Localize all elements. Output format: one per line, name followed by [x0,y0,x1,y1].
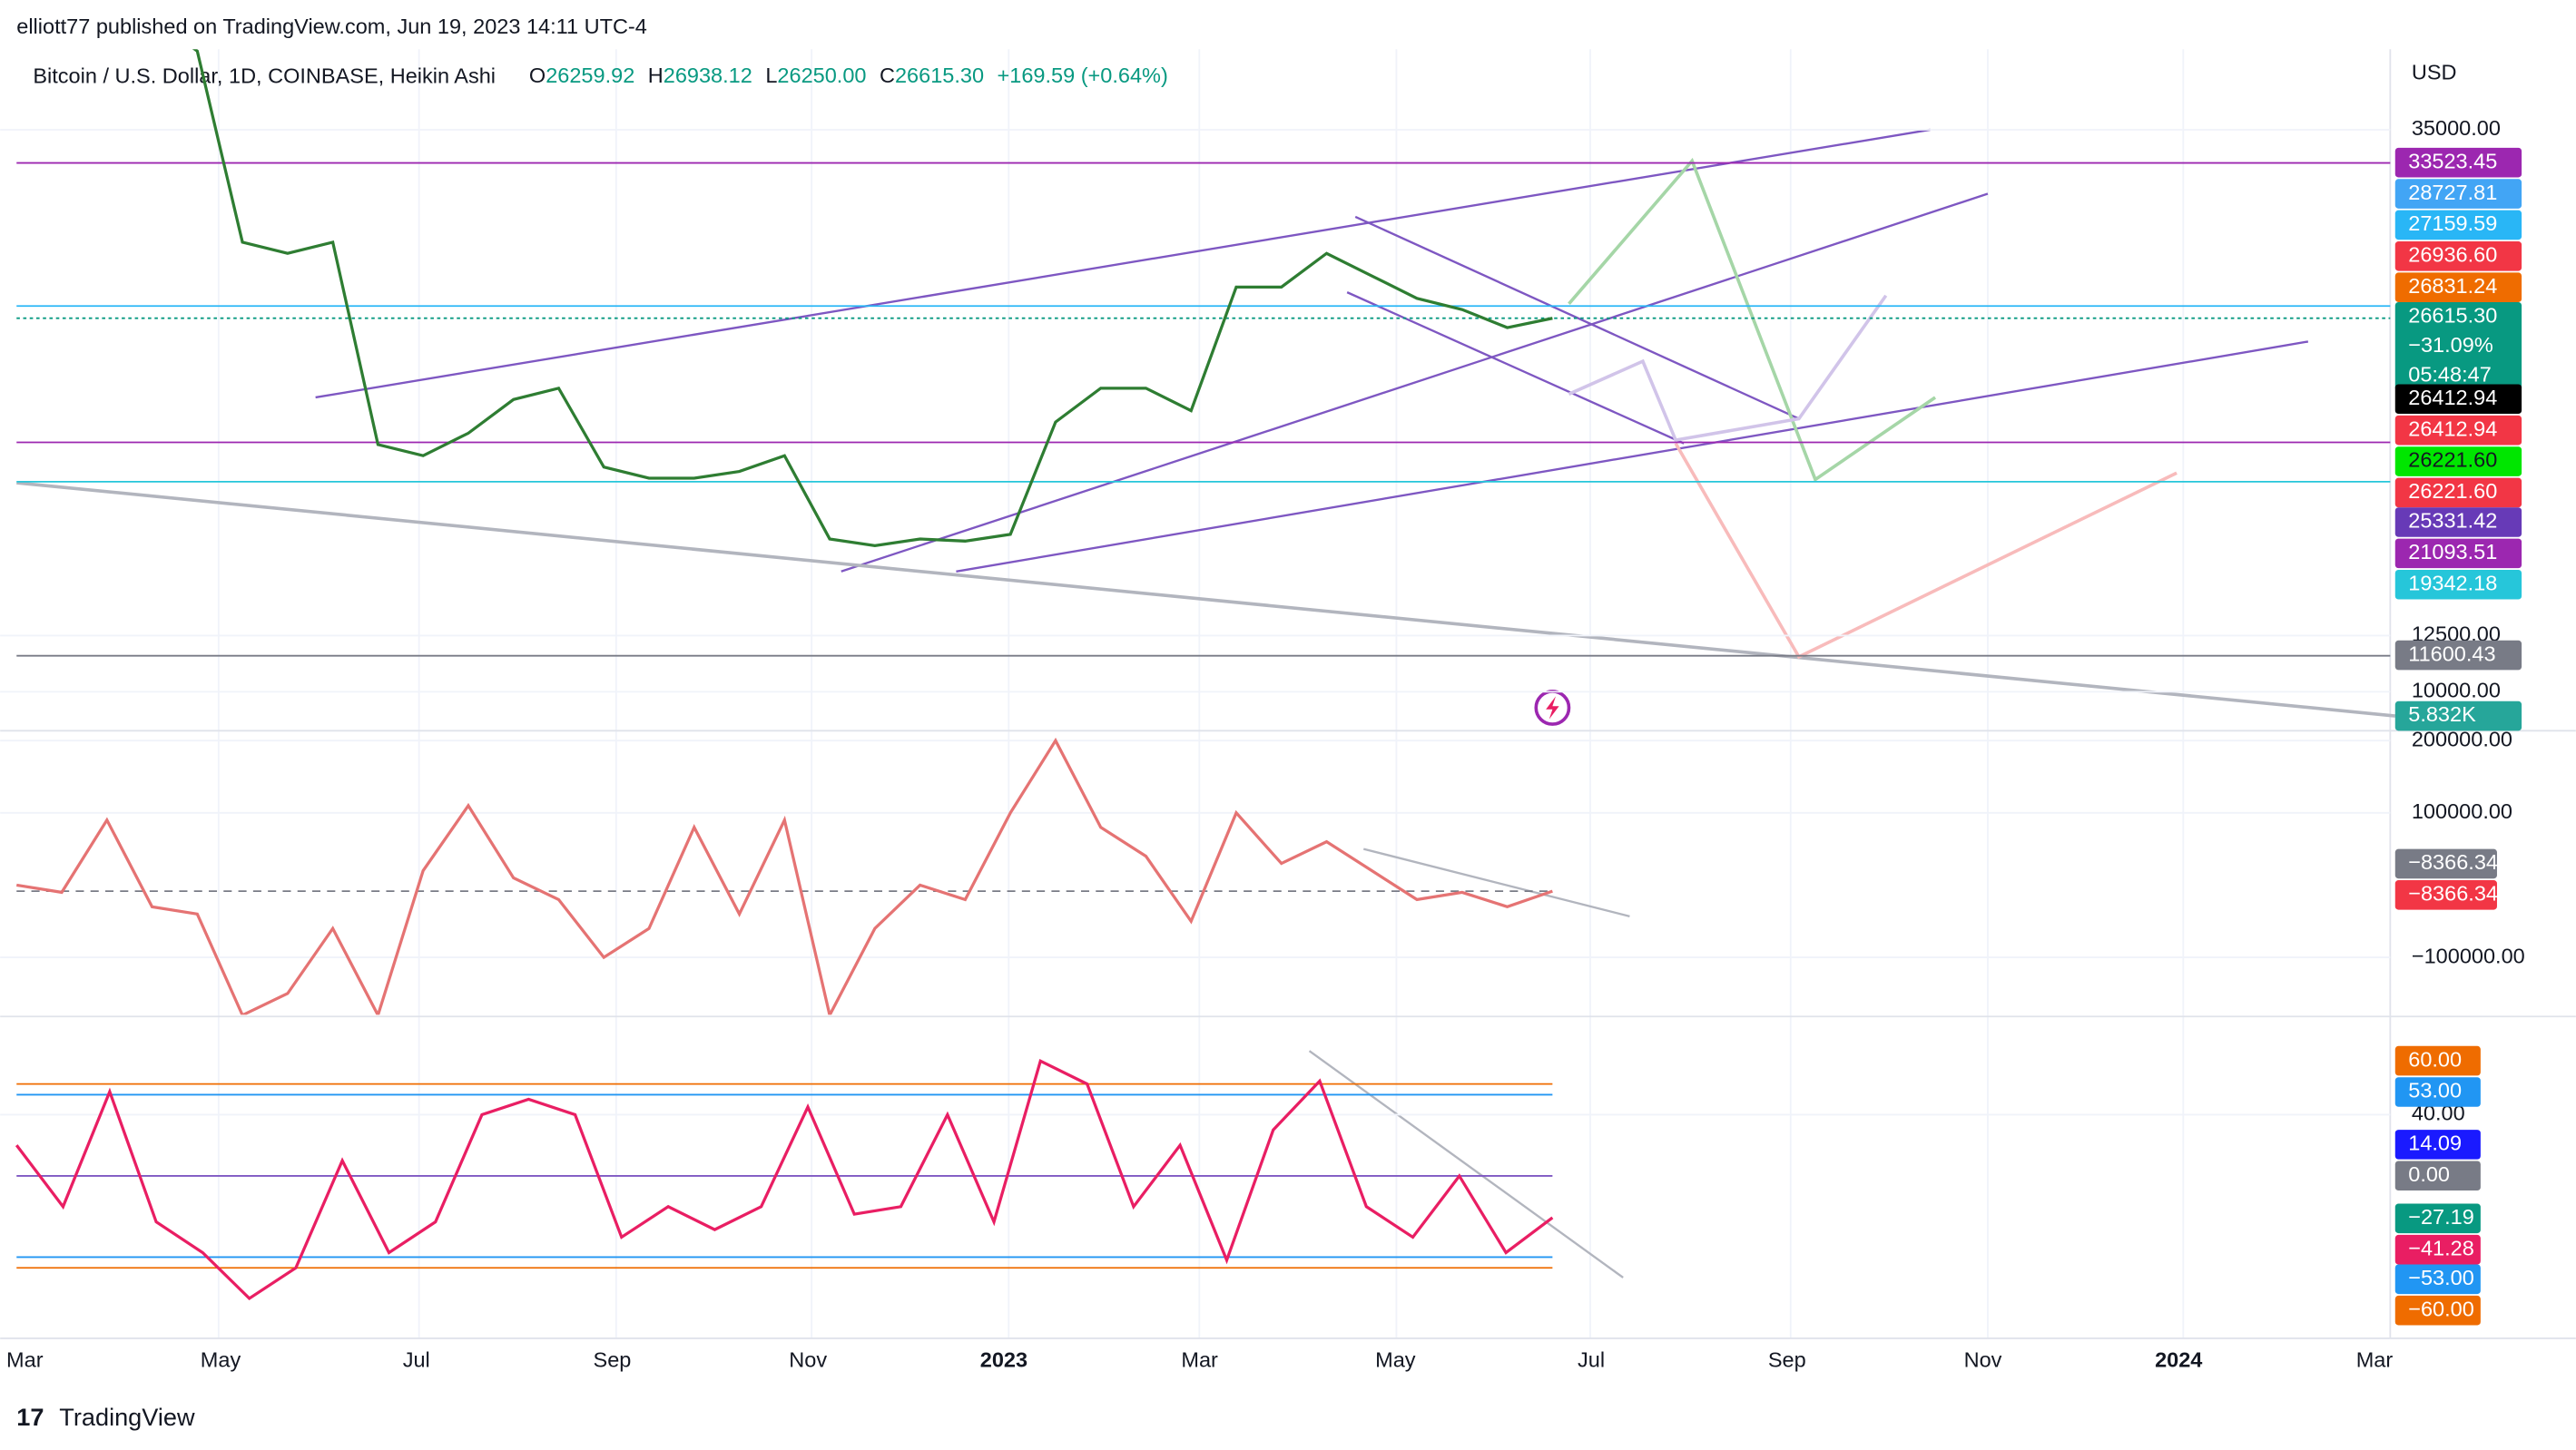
price-label: 0.00 [2408,1162,2450,1186]
price-label: 25331.42 [2408,509,2497,533]
price-label: 26221.60 [2408,448,2497,472]
price-label-extra: −31.09% [2408,333,2493,357]
price-label-box [2394,384,2522,415]
ohlc-value: 26259.92 [546,64,634,87]
ohlc-change: +169.59 (+0.64%) [998,64,1168,87]
price-label-box [2394,179,2522,209]
y-tick-label: 100000.00 [2412,799,2512,823]
pane-separators [0,49,2576,1339]
price-label: 11600.43 [2408,642,2495,665]
x-tick-label: Nov [1964,1347,2002,1371]
price-label-box [2394,538,2522,569]
drawings [16,128,2395,1279]
price-label: 33523.45 [2408,149,2497,172]
price-label-box [2394,701,2522,731]
price-label: 60.00 [2408,1047,2462,1071]
price-label-box [2394,301,2522,391]
ohlc-value: 26615.30 [895,64,984,87]
price-label: 5.832K [2408,702,2476,726]
alert-icon[interactable] [1534,690,1571,726]
series-line [15,1058,1554,1301]
series-line [192,49,1553,548]
price-label-box [2394,640,2522,671]
x-tick-label: Nov [789,1347,827,1371]
price-label: −8366.34 [2408,850,2498,874]
price-label-box [2394,1295,2481,1326]
price-label-box [2394,848,2497,879]
ohlc-legend: O26259.92 H26938.12 L26250.00 C26615.30 +169… [529,64,1168,87]
price-label-box [2394,147,2522,178]
x-tick-label: Mar [6,1347,44,1371]
y-tick-label: −100000.00 [2412,944,2525,967]
x-tick-label: Jul [1578,1347,1605,1371]
price-label-box [2394,880,2497,910]
pane: 40.0060.0053.0014.090.00−27.19−41.28−53.… [0,1045,2481,1326]
footer-logo: 17 TradingView [16,1403,195,1431]
price-label-box [2394,1045,2481,1076]
ohlc-value: 26250.00 [777,64,866,87]
x-tick-label: 2023 [980,1347,1027,1371]
y-tick-label: 10000.00 [2412,679,2501,702]
publisher-line: elliott77 published on TradingView.com, … [16,15,647,38]
pane: 35000.0012500.0010000.0033523.4528727.81… [0,49,2522,731]
ohlc-value: 26938.12 [664,64,752,87]
price-label-box [2394,446,2522,476]
price-label-box [2394,1130,2481,1160]
price-label: −41.28 [2408,1236,2474,1259]
price-label: 26936.60 [2408,243,2497,267]
x-tick-label: May [201,1347,241,1371]
price-label: 28727.81 [2408,181,2497,204]
svg-text:17: 17 [16,1403,44,1431]
price-label-box [2394,210,2522,240]
price-label: 19342.18 [2408,571,2497,594]
price-label: −53.00 [2408,1266,2474,1289]
brand: TradingView [59,1403,195,1431]
x-tick-label: Sep [594,1347,632,1371]
pane: 200000.00 100000.00 −100000.00 −8366.34 −836… [0,727,2525,1015]
currency: USD [2412,61,2457,84]
price-label: 14.09 [2408,1132,2462,1155]
x-tick-label: Mar [2356,1347,2394,1371]
x-tick-label: Jul [403,1347,430,1371]
price-label-box [2394,1203,2481,1234]
ohlc-name: O [529,64,546,87]
ohlc-name: C [880,64,895,87]
price-label-box [2394,1077,2481,1107]
price-label-extra: 05:48:47 [2408,363,2492,387]
y-tick-label: 35000.00 [2412,116,2501,140]
price-label: 27159.59 [2408,211,2497,235]
price-label: 26412.94 [2408,416,2497,440]
price-label-box [2394,1161,2481,1191]
price-label-box [2394,241,2522,271]
y-tick-label: 200000.00 [2412,727,2512,750]
price-label-box [2394,415,2522,446]
price-label: 26831.24 [2408,274,2497,298]
x-tick-label: Mar [1181,1347,1218,1371]
symbol-title: Bitcoin / U.S. Dollar, 1D, COINBASE, Hei… [33,64,496,87]
price-label: 21093.51 [2408,540,2497,563]
price-label-box [2394,1234,2481,1265]
price-label: 53.00 [2408,1079,2462,1102]
ohlc-name: H [648,64,664,87]
price-label-box [2394,507,2522,537]
price-label: −8366.34 [2408,882,2498,906]
price-label: −60.00 [2408,1297,2474,1320]
ohlc-name: L [765,64,777,87]
price-label-box [2394,477,2522,508]
x-tick-label: May [1375,1347,1416,1371]
price-label-box [2394,272,2522,302]
price-label-box [2394,1264,2481,1295]
price-label: −27.19 [2408,1205,2474,1229]
series-line [16,737,1553,1015]
price-label: 26221.60 [2408,479,2497,503]
grid [217,49,2185,1338]
price-label-box [2394,569,2522,600]
price-label: 26615.30 [2408,303,2497,327]
x-tick-label: 2024 [2155,1347,2202,1371]
x-tick-label: Sep [1768,1347,1806,1371]
price-label: 26412.94 [2408,386,2497,409]
